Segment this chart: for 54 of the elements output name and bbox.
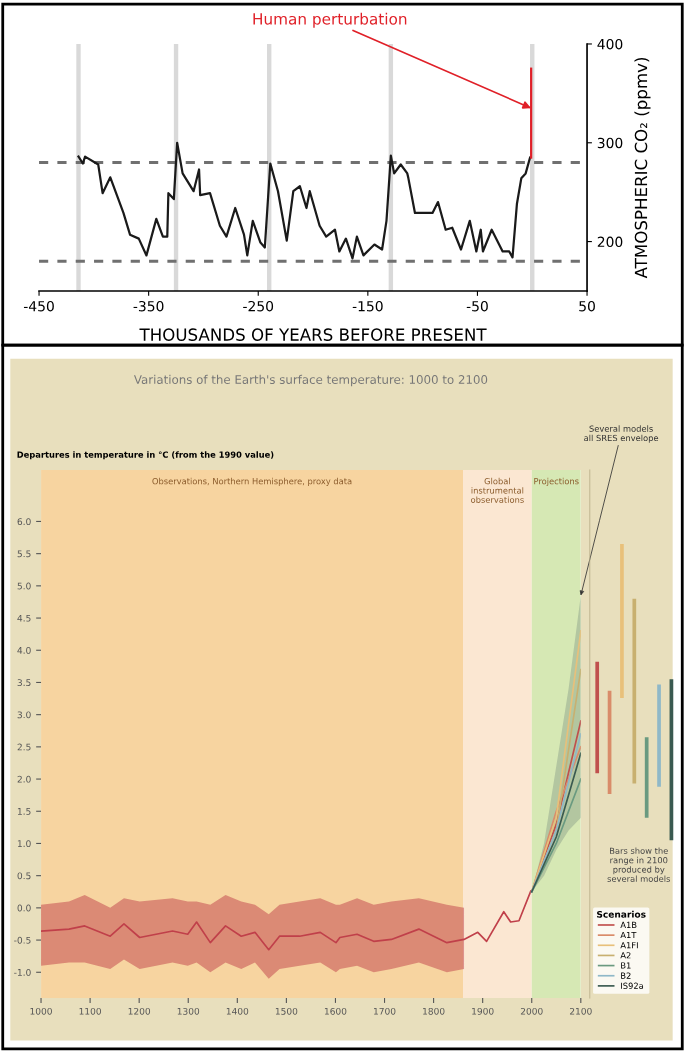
x-tick-label: 1400 (226, 1007, 249, 1015)
legend-title: Scenarios (597, 910, 646, 918)
x-tick-label: 1200 (128, 1007, 151, 1015)
y-tick-label: -1.0 (14, 969, 31, 976)
y-tick-label: 0.0 (17, 904, 31, 912)
chart-title: Variations of the Earth's surface temperature: 1000 to 2100 (133, 374, 488, 387)
annotation: Bars show the range in 2100 produced by several models (607, 847, 671, 882)
legend-label: A2 (620, 952, 631, 959)
x-tick-label: -50 (466, 300, 488, 312)
legend-label: B2 (621, 972, 631, 979)
band-label: Projections (534, 477, 579, 486)
y-tick-label: 4.5 (17, 614, 31, 622)
x-tick-label: -250 (243, 300, 274, 312)
x-tick-label: 1700 (374, 1007, 396, 1015)
y-tick-label: 3.0 (17, 711, 31, 719)
y-tick-label: 0.5 (17, 872, 31, 880)
y-tick-label: -0.5 (14, 936, 31, 944)
annotation: Human perturbation (253, 12, 407, 28)
y-tick-label: 1.0 (17, 840, 31, 848)
x-tick-label: -150 (352, 300, 383, 312)
x-tick-label: 1100 (79, 1007, 101, 1015)
x-tick-label: 1500 (275, 1007, 298, 1015)
legend-label: B1 (621, 962, 631, 969)
x-tick-label: 1300 (177, 1007, 200, 1015)
annotation: Several models all SRES envelope (584, 425, 659, 443)
x-tick-label: 50 (579, 300, 595, 312)
band-label: Observations, Northern Hemisphere, proxy data (152, 477, 352, 486)
y-tick-label: 6.0 (17, 518, 31, 526)
y-axis-title: ATMOSPHERIC CO₂ (ppmv) (634, 57, 651, 279)
y-tick-label: 2.0 (17, 775, 31, 783)
y-tick-label: 5.0 (17, 582, 31, 590)
y-axis-title: Departures in temperature in °C (from the 1990 value) (17, 451, 274, 460)
legend-label: A1T (620, 931, 637, 939)
y-tick-label: 1.5 (17, 808, 31, 815)
band-label: Global instrumental observations (471, 477, 524, 503)
y-tick-label: 300 (597, 137, 623, 149)
y-tick-label: 3.5 (17, 679, 31, 687)
legend-label: IS92a (621, 982, 644, 989)
y-tick-label: 400 (597, 38, 623, 50)
x-tick-label: 1900 (472, 1007, 494, 1015)
x-tick-label: -450 (23, 300, 54, 312)
x-tick-label: 1800 (423, 1007, 445, 1015)
x-tick-label: -350 (133, 300, 164, 312)
y-tick-label: 2.5 (17, 743, 31, 751)
x-tick-label: 2100 (569, 1007, 592, 1015)
legend-label: A1FI (620, 942, 638, 949)
x-tick-label: 1600 (324, 1007, 347, 1015)
legend-label: A1B (620, 921, 637, 928)
x-axis-title: THOUSANDS OF YEARS BEFORE PRESENT (139, 328, 487, 341)
y-tick-label: 5.5 (17, 550, 31, 558)
y-tick-label: 200 (597, 236, 623, 248)
x-tick-label: 1000 (30, 1007, 52, 1015)
y-tick-label: 4.0 (17, 646, 31, 654)
x-tick-label: 2000 (520, 1007, 543, 1015)
